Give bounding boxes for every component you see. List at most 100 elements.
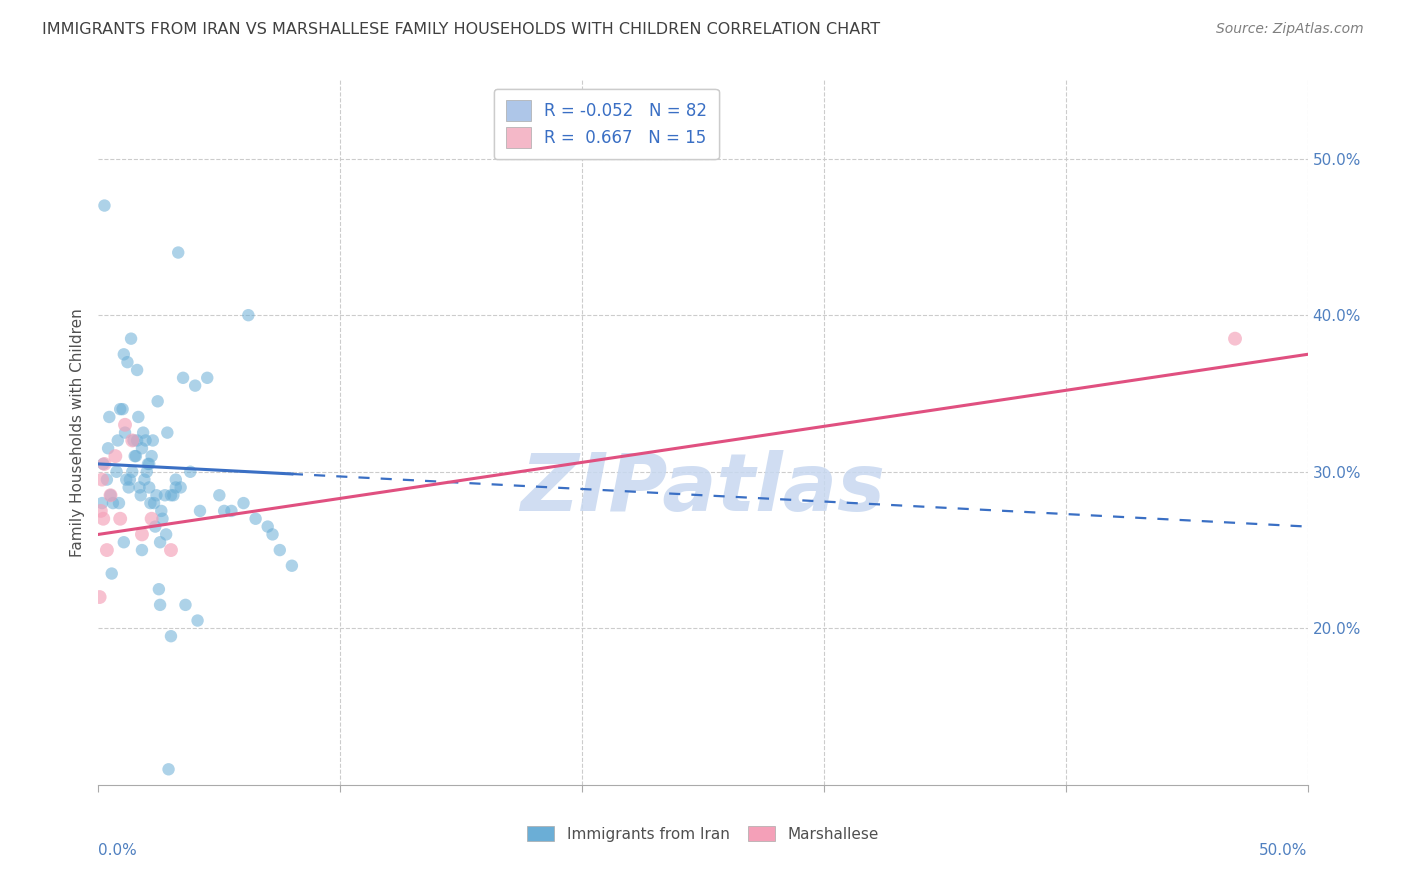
Text: IMMIGRANTS FROM IRAN VS MARSHALLESE FAMILY HOUSEHOLDS WITH CHILDREN CORRELATION : IMMIGRANTS FROM IRAN VS MARSHALLESE FAMI…: [42, 22, 880, 37]
Point: [179, 465, 201, 479]
Text: Source: ZipAtlas.com: Source: ZipAtlas.com: [1216, 22, 1364, 37]
Point: [167, 245, 190, 260]
Point: [93, 457, 115, 471]
Point: [152, 512, 174, 526]
Point: [162, 488, 184, 502]
Point: [107, 434, 129, 448]
Point: [91, 496, 114, 510]
Point: [138, 457, 160, 471]
Point: [114, 425, 136, 440]
Point: [145, 488, 167, 502]
Point: [93, 198, 115, 212]
Text: ZIPatlas: ZIPatlas: [520, 450, 886, 528]
Point: [131, 527, 153, 541]
Point: [131, 543, 153, 558]
Point: [156, 425, 179, 440]
Point: [221, 504, 243, 518]
Point: [125, 449, 148, 463]
Legend: R = -0.052   N = 82, R =  0.667   N = 15: R = -0.052 N = 82, R = 0.667 N = 15: [494, 88, 718, 160]
Point: [104, 449, 127, 463]
Point: [100, 566, 122, 581]
Point: [184, 378, 207, 392]
Text: 0.0%: 0.0%: [98, 843, 138, 858]
Point: [238, 308, 260, 322]
Point: [138, 480, 160, 494]
Point: [195, 371, 218, 385]
Point: [91, 512, 114, 526]
Point: [91, 473, 114, 487]
Point: [149, 535, 172, 549]
Point: [111, 402, 134, 417]
Point: [97, 442, 120, 456]
Point: [112, 347, 135, 361]
Point: [212, 504, 235, 518]
Point: [105, 465, 128, 479]
Point: [165, 480, 187, 494]
Point: [134, 473, 156, 487]
Y-axis label: Family Households with Children: Family Households with Children: [69, 309, 84, 557]
Point: [118, 473, 141, 487]
Point: [160, 488, 183, 502]
Point: [1223, 332, 1246, 346]
Point: [135, 801, 157, 815]
Point: [108, 496, 131, 510]
Point: [100, 488, 122, 502]
Point: [127, 409, 149, 424]
Point: [141, 512, 163, 526]
Point: [143, 496, 166, 510]
Point: [121, 434, 143, 448]
Point: [160, 629, 183, 643]
Point: [157, 762, 180, 776]
Point: [174, 598, 197, 612]
Point: [232, 496, 254, 510]
Point: [90, 504, 112, 518]
Point: [143, 519, 166, 533]
Point: [269, 543, 291, 558]
Point: [148, 582, 170, 597]
Point: [131, 442, 153, 456]
Point: [108, 402, 131, 417]
Point: [169, 480, 191, 494]
Point: [153, 488, 176, 502]
Point: [91, 457, 114, 471]
Point: [121, 465, 143, 479]
Point: [139, 496, 162, 510]
Point: [188, 504, 211, 518]
Point: [96, 473, 118, 487]
Point: [120, 332, 142, 346]
Point: [132, 425, 155, 440]
Point: [129, 488, 152, 502]
Point: [96, 543, 118, 558]
Point: [100, 488, 122, 502]
Point: [124, 449, 146, 463]
Point: [122, 434, 145, 448]
Point: [155, 527, 177, 541]
Point: [146, 394, 169, 409]
Point: [142, 434, 165, 448]
Point: [115, 473, 138, 487]
Point: [89, 590, 111, 604]
Point: [208, 488, 231, 502]
Point: [112, 535, 135, 549]
Point: [245, 512, 267, 526]
Point: [281, 558, 304, 573]
Point: [187, 614, 209, 628]
Point: [98, 409, 121, 424]
Point: [127, 363, 149, 377]
Point: [118, 480, 141, 494]
Point: [128, 480, 150, 494]
Point: [127, 434, 149, 448]
Point: [135, 465, 157, 479]
Point: [117, 355, 139, 369]
Point: [165, 473, 187, 487]
Point: [149, 598, 172, 612]
Point: [262, 527, 284, 541]
Point: [135, 434, 157, 448]
Point: [101, 496, 124, 510]
Point: [114, 417, 136, 432]
Point: [141, 449, 163, 463]
Point: [150, 504, 173, 518]
Point: [108, 512, 131, 526]
Point: [94, 809, 117, 823]
Point: [256, 519, 278, 533]
